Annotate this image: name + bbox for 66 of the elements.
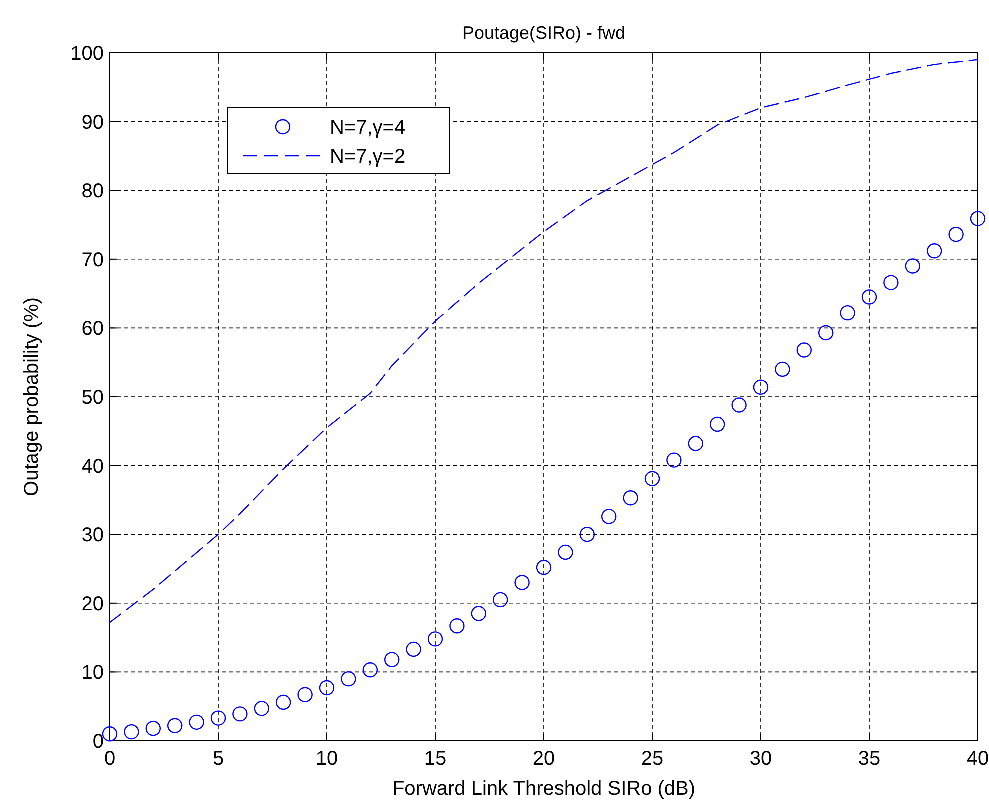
x-tick-label: 20 <box>532 748 556 770</box>
legend-label: N=7,γ=2 <box>330 146 406 168</box>
point <box>536 560 552 576</box>
x-axis-title: Forward Link Threshold SIRo (dB) <box>392 778 696 800</box>
y-tick-label: 80 <box>82 180 104 203</box>
point <box>753 380 769 395</box>
point <box>168 718 183 734</box>
y-tick-label: 20 <box>82 593 104 616</box>
point <box>796 342 812 358</box>
point <box>818 325 834 341</box>
point <box>927 244 942 259</box>
point <box>710 416 726 432</box>
point <box>254 701 270 716</box>
y-tick-label: 40 <box>82 456 104 478</box>
point <box>840 305 856 321</box>
point <box>450 618 465 634</box>
x-tick-label: 40 <box>966 748 989 770</box>
x-tick-label: 15 <box>424 748 447 770</box>
point <box>775 362 790 378</box>
point <box>298 687 313 703</box>
y-tick-label: 70 <box>82 249 104 272</box>
point <box>884 275 899 290</box>
point <box>623 490 638 506</box>
point <box>276 694 292 710</box>
point <box>732 398 747 413</box>
y-tick-label: 60 <box>82 318 104 340</box>
point <box>905 258 920 274</box>
point <box>666 452 682 468</box>
point <box>232 706 248 722</box>
line-series <box>109 59 979 624</box>
x-tick-label: 5 <box>212 748 224 770</box>
point <box>210 710 226 726</box>
point <box>493 592 508 608</box>
y-axis-title: Outage probability (%) <box>21 298 43 496</box>
y-tick-label: 50 <box>82 387 104 409</box>
point <box>948 227 964 242</box>
point <box>862 290 878 305</box>
chart-title: Poutage(SIRo) - fwd <box>462 23 626 43</box>
y-tick-label: 90 <box>82 112 104 134</box>
point <box>428 632 444 647</box>
point <box>341 671 356 687</box>
x-tick-label: 35 <box>858 748 881 770</box>
y-tick-label: 100 <box>70 43 104 65</box>
point <box>471 606 486 622</box>
legend-label: N=7,γ=4 <box>330 117 406 139</box>
point <box>319 680 335 696</box>
point <box>384 652 400 668</box>
point <box>644 471 660 486</box>
point <box>602 509 617 524</box>
point <box>102 726 118 742</box>
point <box>146 721 161 736</box>
x-tick-label: 30 <box>750 748 772 770</box>
point <box>514 575 530 590</box>
point <box>580 527 595 542</box>
y-tick-label: 10 <box>82 662 104 684</box>
x-tick-label: 10 <box>316 748 338 770</box>
y-tick-label: 0 <box>92 731 104 753</box>
point <box>558 544 574 560</box>
y-tick-label: 30 <box>82 524 104 547</box>
x-tick-label: 25 <box>641 748 664 770</box>
point <box>189 714 204 730</box>
point <box>406 642 422 658</box>
point <box>970 211 986 226</box>
point <box>362 662 378 678</box>
point <box>124 724 140 740</box>
point <box>688 436 704 452</box>
